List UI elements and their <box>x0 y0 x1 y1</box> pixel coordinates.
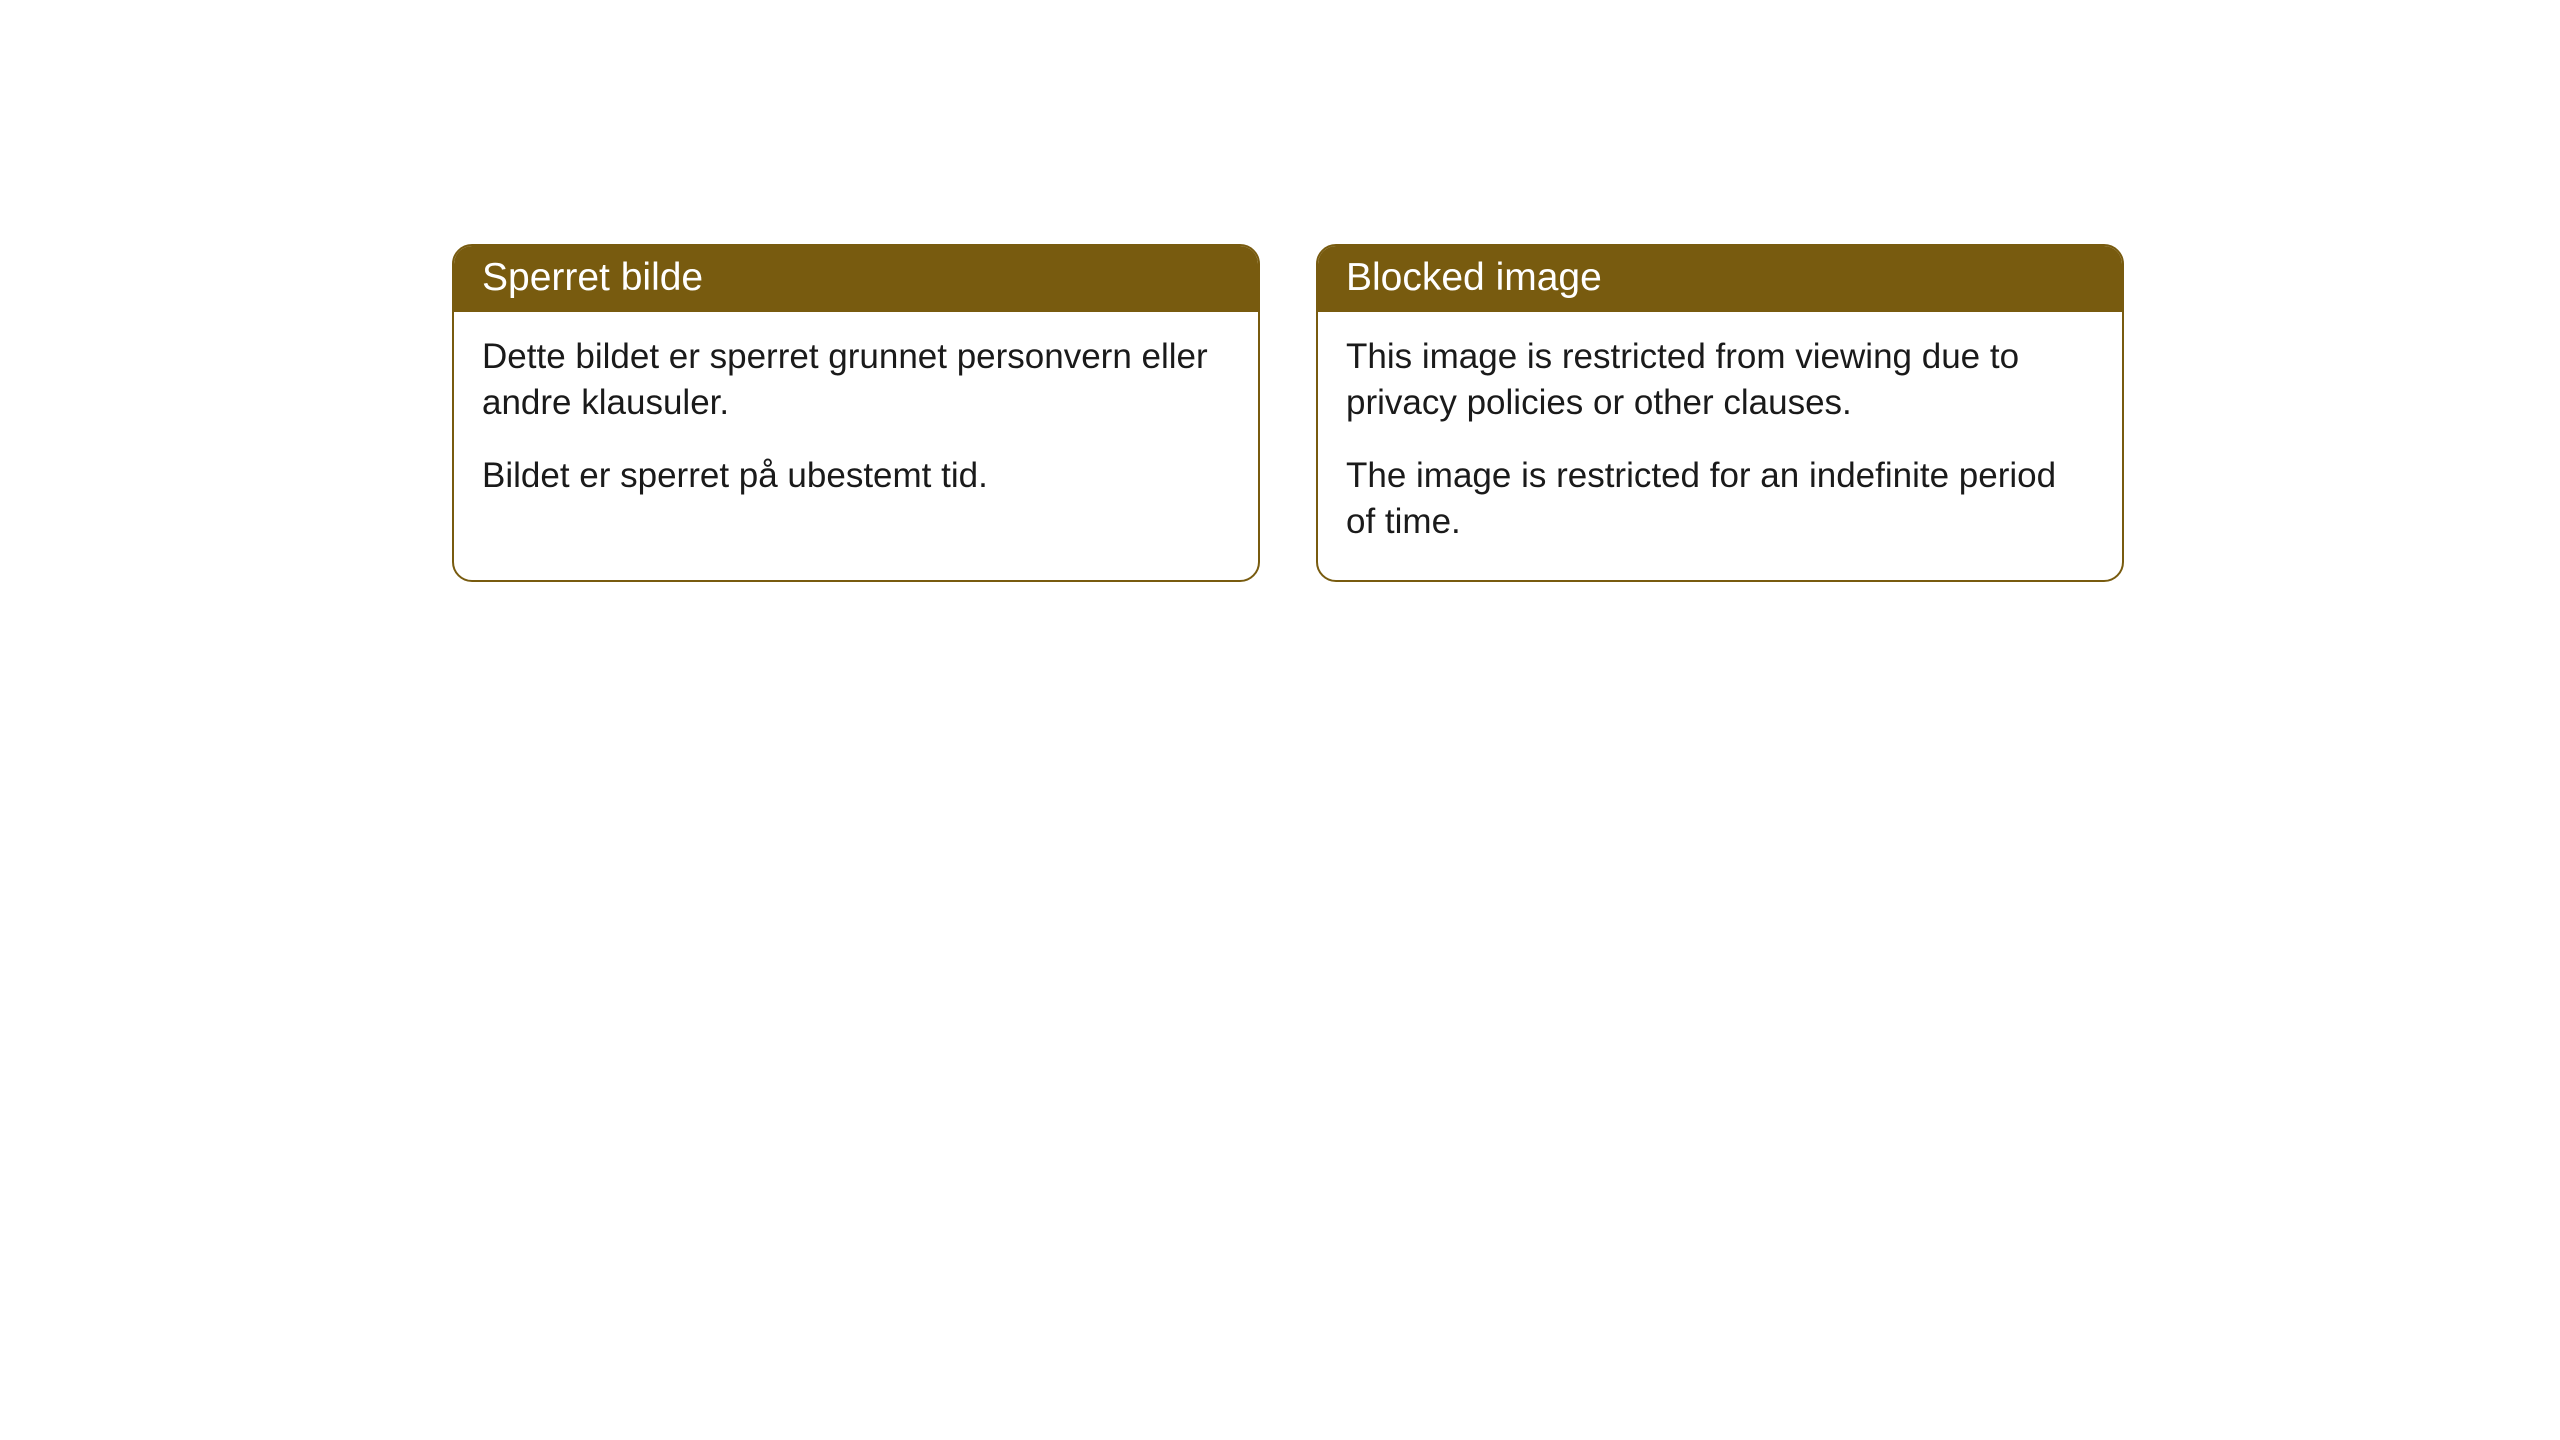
body-paragraph: Bildet er sperret på ubestemt tid. <box>482 453 1230 499</box>
body-paragraph: Dette bildet er sperret grunnet personve… <box>482 334 1230 425</box>
body-paragraph: This image is restricted from viewing du… <box>1346 334 2094 425</box>
notice-container: Sperret bilde Dette bildet er sperret gr… <box>452 244 2124 582</box>
notice-card-norwegian: Sperret bilde Dette bildet er sperret gr… <box>452 244 1260 582</box>
notice-card-header: Sperret bilde <box>454 246 1258 312</box>
notice-card-header: Blocked image <box>1318 246 2122 312</box>
card-title: Sperret bilde <box>482 256 703 299</box>
notice-card-english: Blocked image This image is restricted f… <box>1316 244 2124 582</box>
notice-card-body: Dette bildet er sperret grunnet personve… <box>454 312 1258 535</box>
notice-card-body: This image is restricted from viewing du… <box>1318 312 2122 580</box>
body-paragraph: The image is restricted for an indefinit… <box>1346 453 2094 544</box>
card-title: Blocked image <box>1346 256 1602 299</box>
